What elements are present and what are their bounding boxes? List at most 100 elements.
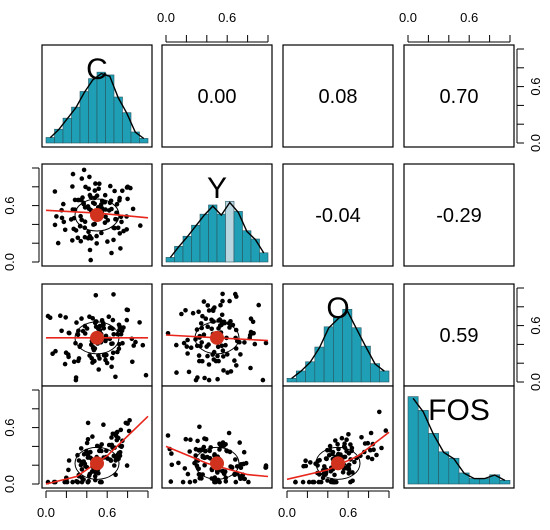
scatter-point bbox=[377, 409, 382, 415]
histogram-bar bbox=[54, 128, 64, 144]
scatter-point bbox=[89, 236, 94, 241]
scatter-point bbox=[116, 346, 122, 352]
scatter-point bbox=[187, 479, 193, 485]
scatter-point bbox=[233, 457, 238, 462]
scatter-point bbox=[247, 332, 253, 338]
scatter-point bbox=[238, 465, 244, 471]
scatter-panel-r2-c0 bbox=[45, 292, 149, 383]
x-tick-label: 0.6 bbox=[339, 505, 357, 520]
scatter-point bbox=[115, 225, 121, 231]
scatter-point bbox=[114, 201, 120, 207]
scatter-point bbox=[188, 345, 194, 351]
scatter-point bbox=[293, 479, 298, 485]
scatter-point bbox=[225, 370, 230, 375]
scatter-point bbox=[188, 437, 193, 443]
scatter-point bbox=[73, 377, 79, 383]
scatter-point bbox=[180, 479, 186, 485]
histogram-bar bbox=[448, 457, 460, 485]
scatter-point bbox=[120, 188, 125, 194]
scatter-point bbox=[198, 321, 204, 326]
scatter-point bbox=[197, 424, 202, 430]
histogram-c bbox=[45, 71, 149, 144]
y-tick-label: 0.6 bbox=[528, 317, 543, 335]
panel-frame-r0-c2 bbox=[282, 44, 394, 148]
panel-frame-r0-c3 bbox=[403, 44, 515, 148]
scatter-point bbox=[55, 240, 61, 246]
scatter-point bbox=[103, 214, 108, 220]
scatter-point bbox=[92, 473, 98, 479]
histogram-bar bbox=[199, 213, 209, 263]
correlation-ellipse bbox=[315, 446, 361, 480]
scatter-point bbox=[209, 326, 214, 332]
scatter-point bbox=[212, 305, 217, 310]
scatter-point bbox=[90, 434, 95, 439]
scatter-point bbox=[221, 368, 226, 373]
scatter-point bbox=[206, 377, 212, 383]
scatter-point bbox=[101, 326, 107, 331]
scatter-point bbox=[203, 436, 209, 442]
panel-frame-r1-c2 bbox=[282, 163, 394, 267]
y-tick-label: 0.0 bbox=[528, 373, 543, 391]
scatter-point bbox=[76, 328, 81, 334]
scatter-point bbox=[323, 470, 329, 476]
scatter-point bbox=[383, 428, 389, 433]
histogram-bar bbox=[295, 370, 306, 383]
histogram-bar bbox=[479, 478, 490, 485]
correlation-ellipse bbox=[194, 446, 240, 480]
scatter-point bbox=[202, 375, 207, 381]
scatter-point bbox=[101, 422, 106, 428]
scatter-point bbox=[79, 176, 85, 181]
scatter-point bbox=[246, 479, 251, 485]
scatter-point bbox=[75, 235, 81, 241]
scatter-point bbox=[185, 471, 191, 477]
scatter-point bbox=[165, 433, 171, 438]
scatter-point bbox=[219, 312, 225, 318]
scatter-point bbox=[117, 231, 123, 236]
scatter-point bbox=[117, 450, 123, 455]
scatter-point bbox=[133, 339, 138, 345]
panel-frame-r3-c2 bbox=[282, 385, 394, 489]
variable-label-o: O bbox=[326, 292, 349, 325]
scatter-point bbox=[227, 325, 232, 330]
scatter-point bbox=[87, 471, 93, 477]
scatter-point bbox=[96, 186, 101, 191]
scatter-point bbox=[79, 479, 85, 485]
scatter-point bbox=[350, 478, 355, 484]
scatter-point bbox=[379, 445, 384, 451]
scatter-point bbox=[242, 476, 247, 482]
scatter-point bbox=[110, 431, 116, 437]
scatter-point bbox=[75, 332, 81, 338]
scatter-point bbox=[203, 316, 209, 322]
correlation-value: 0.70 bbox=[440, 86, 479, 108]
x-tick-label: 0.6 bbox=[98, 505, 116, 520]
scatter-point bbox=[181, 340, 187, 346]
scatter-point bbox=[215, 353, 220, 359]
scatter-point bbox=[350, 470, 355, 475]
scatter-point bbox=[125, 196, 130, 202]
scatter-point bbox=[52, 222, 58, 228]
x-tick-label: 0.0 bbox=[157, 10, 175, 25]
x-tick-label: 0.0 bbox=[278, 505, 296, 520]
histogram-bar bbox=[468, 478, 480, 485]
histogram-o bbox=[286, 309, 390, 383]
scatter-point bbox=[202, 462, 207, 468]
scatter-point bbox=[79, 459, 85, 465]
histogram-bar bbox=[174, 246, 184, 263]
scatter-point bbox=[118, 427, 124, 433]
scatter-point bbox=[342, 441, 347, 447]
scatter-point bbox=[130, 206, 136, 212]
scatter-point bbox=[227, 298, 232, 304]
x-tick-label: 0.0 bbox=[37, 505, 55, 520]
histogram-bar bbox=[216, 213, 226, 263]
panels-layer: C Y O FOS 0.00 0.08 0.70 -0.04 -0.29 0.59 bbox=[41, 44, 515, 489]
scatter-point bbox=[79, 197, 84, 203]
scatter-point bbox=[211, 357, 217, 362]
scatter-point bbox=[369, 456, 375, 462]
histogram-bar bbox=[45, 137, 55, 144]
scatter-point bbox=[327, 443, 333, 449]
scatter-point bbox=[90, 316, 95, 321]
scatter-point bbox=[229, 464, 235, 470]
scatter-point bbox=[78, 213, 83, 219]
scatter-point bbox=[114, 210, 119, 216]
y-tick-label: 0.6 bbox=[2, 419, 17, 437]
